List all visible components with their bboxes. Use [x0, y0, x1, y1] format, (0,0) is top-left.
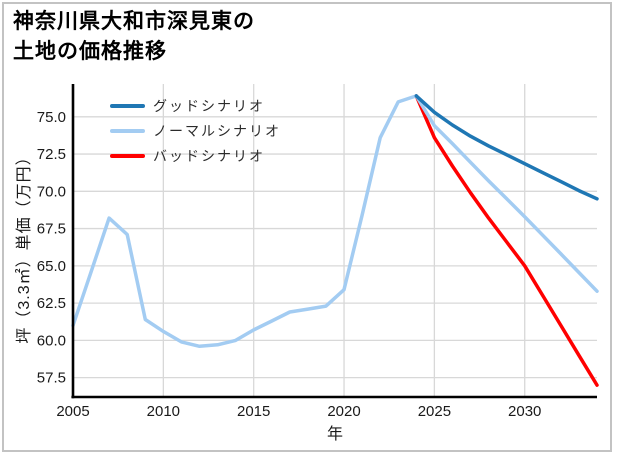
legend-item-normal: ノーマルシナリオ	[110, 118, 281, 143]
legend: グッドシナリオ ノーマルシナリオ バッドシナリオ	[110, 93, 281, 168]
legend-label-bad: バッドシナリオ	[153, 147, 265, 164]
y-tick-label: 57.5	[37, 370, 66, 387]
y-tick-label: 70.0	[37, 183, 66, 200]
y-tick-label: 62.5	[37, 295, 66, 312]
legend-swatch-good-icon	[110, 103, 145, 108]
chart-title-line1: 神奈川県大和市深見東の	[13, 10, 255, 33]
x-tick-label: 2010	[147, 403, 180, 420]
series-line-bad	[414, 94, 599, 387]
chart-title: 神奈川県大和市深見東の 土地の価格推移	[13, 7, 255, 67]
y-tick-label: 72.5	[37, 146, 66, 163]
x-tick-label: 2020	[327, 403, 360, 420]
legend-item-bad: バッドシナリオ	[110, 143, 281, 168]
chart-title-line2: 土地の価格推移	[13, 40, 167, 63]
legend-label-good: グッドシナリオ	[153, 97, 265, 114]
y-tick-label: 67.5	[37, 221, 66, 238]
x-tick-label: 2005	[56, 403, 89, 420]
legend-label-normal: ノーマルシナリオ	[153, 122, 281, 139]
y-tick-label: 65.0	[37, 258, 66, 275]
y-tick-label: 75.0	[37, 109, 66, 126]
legend-swatch-normal-icon	[110, 128, 145, 133]
x-tick-label: 2015	[237, 403, 270, 420]
x-tick-label: 2025	[418, 403, 451, 420]
legend-swatch-bad-icon	[110, 153, 145, 158]
y-tick-label: 60.0	[37, 332, 66, 349]
y-axis-label: 坪（3.3㎡）単価（万円）	[16, 148, 33, 344]
series-line-good	[414, 94, 599, 201]
x-axis-label: 年	[326, 426, 343, 443]
series-line-normal	[71, 94, 599, 349]
x-tick-label: 2030	[508, 403, 541, 420]
legend-item-good: グッドシナリオ	[110, 93, 281, 118]
